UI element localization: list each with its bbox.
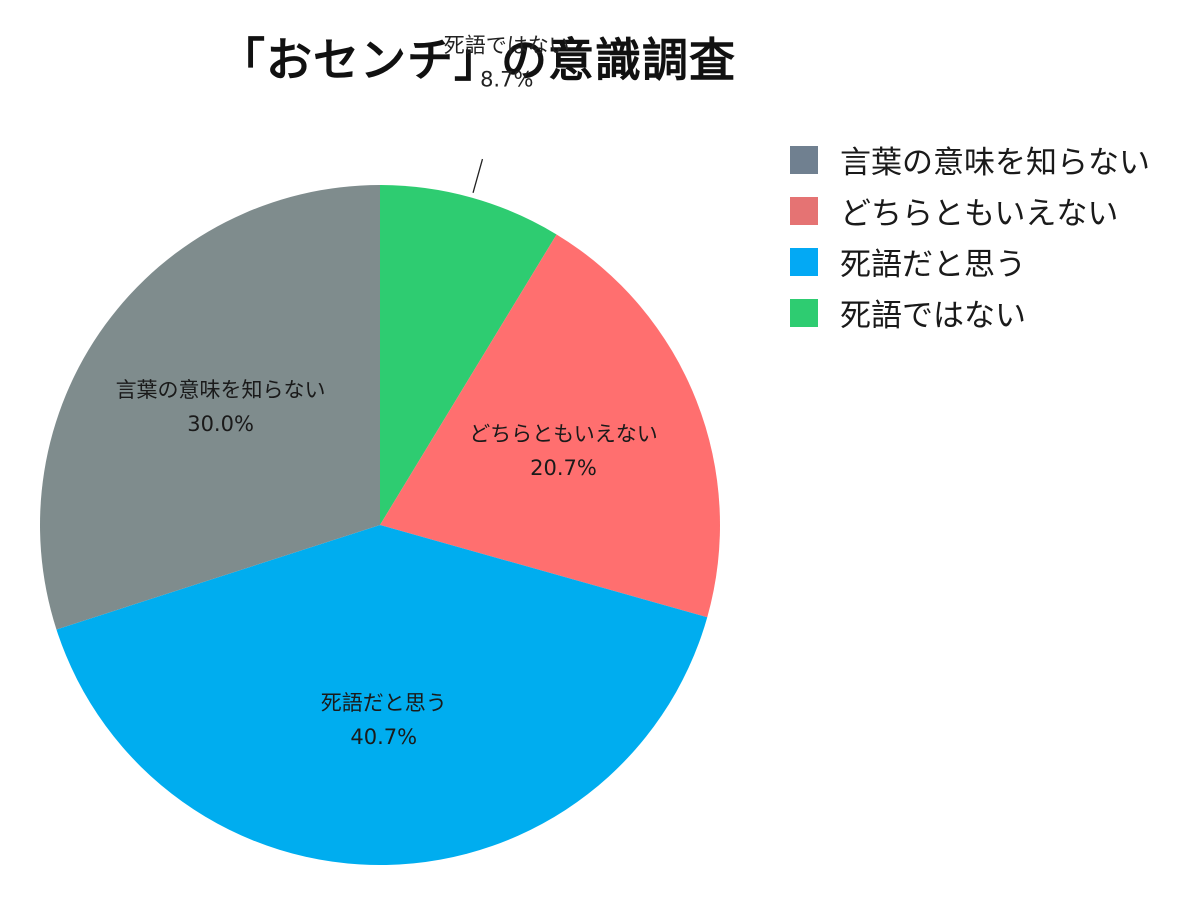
legend-item-2[interactable]: どちらともいえない xyxy=(790,185,1150,236)
legend-item-1[interactable]: 言葉の意味を知らない xyxy=(790,134,1150,185)
pie-slice-3 xyxy=(56,525,708,865)
pie-slice-label-4: 言葉の意味を知らない xyxy=(116,378,326,402)
pie-slice-value-3: 40.7% xyxy=(350,725,417,749)
legend-swatch xyxy=(790,196,818,225)
pie-slice-value-2: 20.7% xyxy=(530,456,597,480)
pie-slice-label-3: 死語だと思う xyxy=(321,691,447,715)
legend-swatch xyxy=(790,247,818,276)
chart-legend: 言葉の意味を知らない どちらともいえない 死語だと思う 死語ではない xyxy=(790,134,1150,338)
pie-slice-value-4: 30.0% xyxy=(187,412,254,436)
legend-label: 死語だと思う xyxy=(840,247,1026,283)
pie-slice-label-1: 死語ではない xyxy=(444,33,570,57)
pie-slice-4 xyxy=(40,185,380,630)
legend-item-3[interactable]: 死語だと思う xyxy=(790,236,1150,287)
legend-swatch xyxy=(790,145,818,174)
pie-leader-line-1 xyxy=(472,158,484,193)
legend-label: 言葉の意味を知らない xyxy=(840,145,1150,181)
legend-label: どちらともいえない xyxy=(840,196,1119,232)
legend-swatch xyxy=(790,298,818,327)
pie-slice-1 xyxy=(380,185,557,525)
pie-slice-2 xyxy=(380,234,720,618)
pie-slice-value-1: 8.7% xyxy=(480,67,533,91)
legend-item-4[interactable]: 死語ではない xyxy=(790,287,1150,338)
chart-title: 「おセンチ」の意識調査 xyxy=(219,33,736,87)
legend-label: 死語ではない xyxy=(840,298,1026,334)
pie-slice-label-2: どちらともいえない xyxy=(469,422,658,446)
